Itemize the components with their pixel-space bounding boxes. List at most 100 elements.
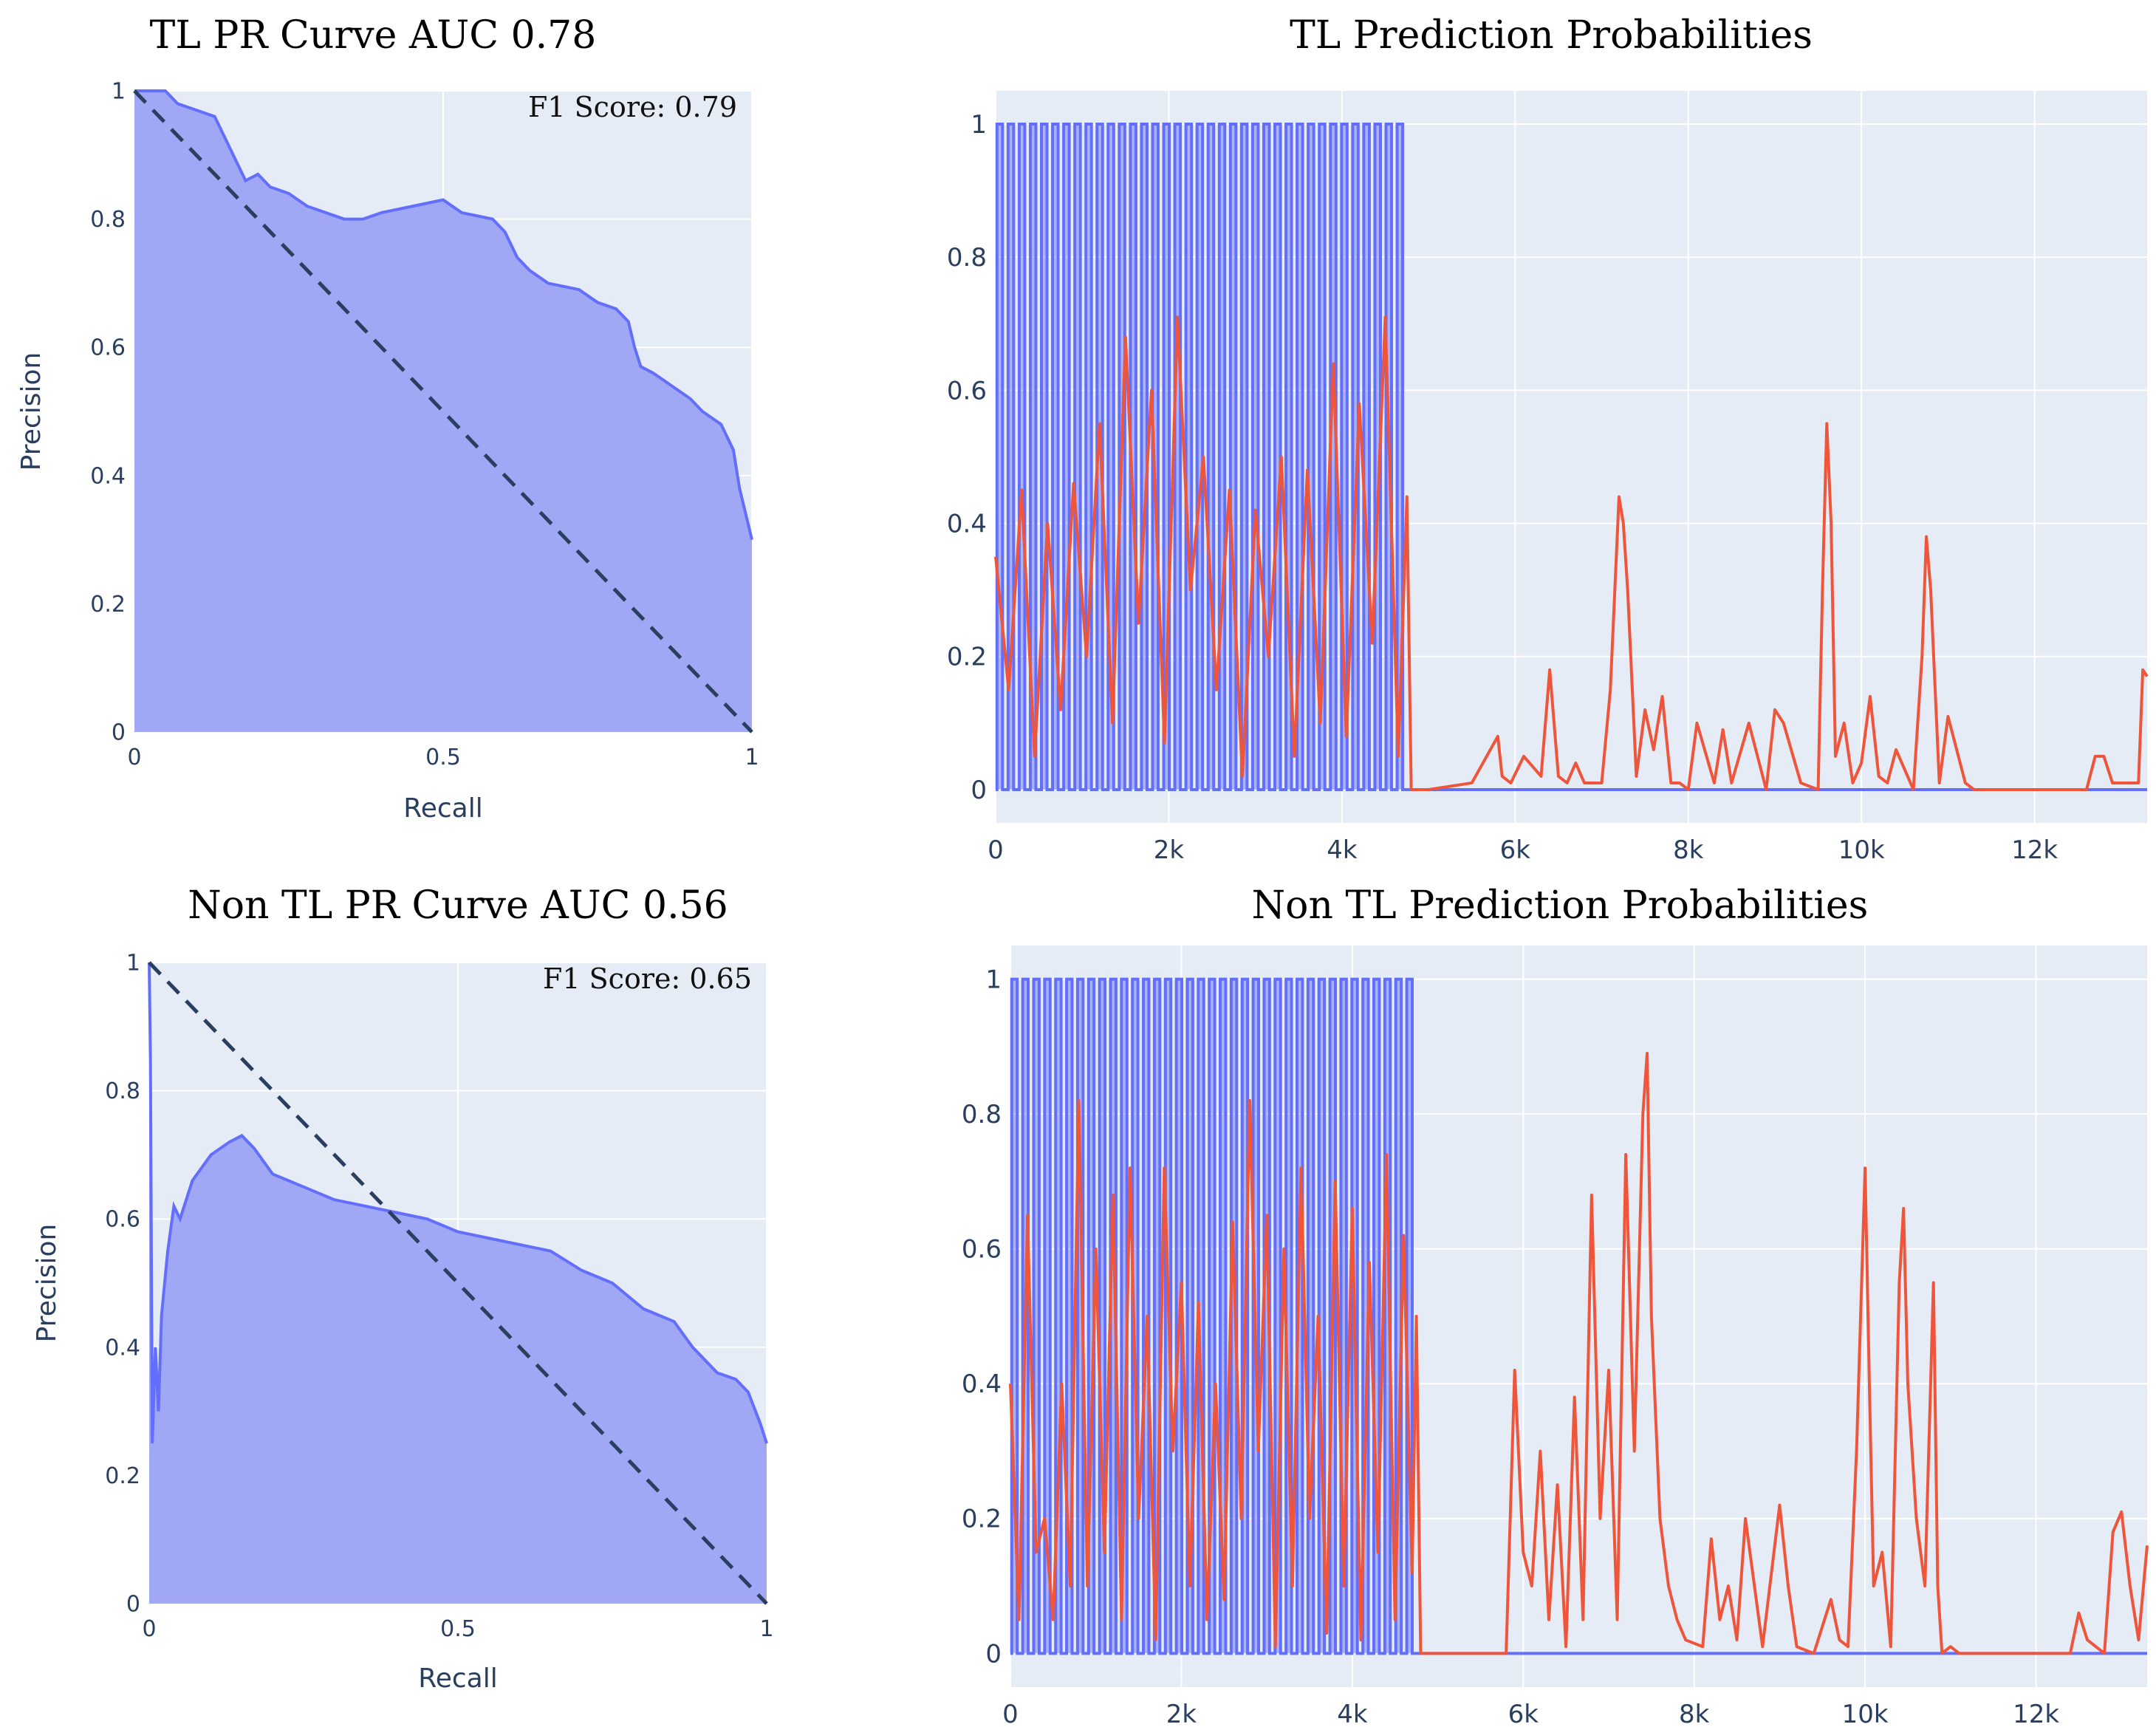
tl-pr-pr-line [134,89,753,541]
tl-prob-label-pulse [1019,124,1025,790]
tl-prob-label-pulse [1375,124,1380,790]
nontl-prob-label-pulse [1132,979,1138,1654]
tl-pr-title: TL PR Curve AUC 0.78 [150,13,597,58]
nontl-pr-ytick-label: 0.8 [105,1078,140,1104]
nontl-prob-label-pulse [1374,979,1380,1654]
tl-prob-label-pulse [1064,124,1070,790]
tl-prob-ytick-label: 0.4 [947,509,987,538]
tl-pr-ticks: 0 0.5 1 0 0.2 0.4 0.6 0.8 1 [90,79,759,771]
tl-prob-label-pulse [1286,124,1292,790]
tl-prob-label-pulse [1197,124,1203,790]
tl-prob-label-pulse [1163,124,1170,790]
tl-prob-label-pulse [1007,124,1014,790]
tl-prob-xtick-label: 12k [2011,835,2058,865]
nontl-prob-label-pulse [1198,979,1204,1654]
tl-prob-label-pulse [1363,124,1369,790]
nontl-prob-label-pulse [1275,979,1281,1654]
nontl-prob-title: Non TL Prediction Probabilities [1252,883,1869,928]
tl-prob-ytick-label: 0.2 [947,643,987,672]
nontl-prob-label-pulse [1011,979,1018,1654]
nontl-prob-label-pulse [1297,979,1303,1654]
tl-prob-label-pulse [1208,124,1214,790]
tl-prob-ytick-label: 0 [971,776,987,805]
nontl-prob-label-pulse [1384,979,1391,1654]
tl-prob-title: TL Prediction Probabilities [1290,13,1813,58]
tl-prob-label-pulse [1397,124,1403,790]
nontl-prob-ytick-label: 0 [985,1639,1002,1669]
nontl-prob-xtick-label: 10k [1842,1700,1889,1727]
nontl-pr-ytick-label: 0.4 [105,1335,140,1361]
tl-prob-label-pulse [1041,124,1047,790]
nontl-prob-label-pulse [1077,979,1084,1654]
tl-pr-f1-annotation: F1 Score: 0.79 [528,91,737,123]
tl-pr-xtick-label: 0 [127,745,141,770]
tl-prob-label-pulse [1319,124,1325,790]
tl-prob-xtick-label: 10k [1838,835,1885,865]
tl-pr-panel: TL PR Curve AUC 0.78 F1 Score: 0.79 0 0.5… [16,13,759,824]
nontl-prob-label-pulse [1187,979,1193,1654]
tl-prob-label-pulse [1141,124,1147,790]
nontl-pr-ylabel: Precision [32,1224,62,1343]
tl-pr-ytick-label: 1 [112,79,126,105]
tl-pr-data [133,89,753,733]
nontl-prob-xtick-label: 4k [1337,1700,1368,1727]
tl-pr-ytick-label: 0 [112,720,126,746]
nontl-prob-label-pulse [1363,979,1369,1654]
nontl-prob-label-pulse [1121,979,1127,1654]
nontl-prob-label-line [1010,977,2147,1655]
tl-prob-xtick-label: 4k [1327,835,1358,865]
tl-prob-label-pulse [996,124,1003,790]
nontl-prob-ytick-label: 0.2 [962,1505,1002,1534]
tl-prob-label-pulse [1308,124,1314,790]
nontl-prob-label-pulse [1220,979,1226,1654]
nontl-pr-ytick-label: 1 [126,951,140,977]
nontl-prob-label-pulse [1264,979,1270,1654]
nontl-pr-xtick-label: 1 [759,1616,773,1642]
nontl-prob-label-pulse [1209,979,1215,1654]
tl-prob-label-pulse [1330,124,1336,790]
tl-prob-xtick-label: 2k [1154,835,1185,865]
nontl-pr-pr-line [148,962,768,1444]
nontl-prob-xtick-label: 8k [1679,1700,1710,1727]
nontl-prob-ytick-label: 0.6 [962,1235,1002,1265]
tl-prob-prob-line [994,315,2149,791]
tl-prob-ytick-label: 0.6 [947,376,987,406]
tl-prob-ytick-label: 0.8 [947,243,987,273]
tl-prob-xtick-label: 0 [988,835,1004,865]
tl-prob-label-line [995,123,2147,791]
tl-prob-label-pulse [1108,124,1114,790]
tl-prob-xtick-label: 8k [1673,835,1704,865]
tl-prob-plot-area [996,91,2147,823]
tl-prob-label-pulse [1275,124,1281,790]
nontl-pr-ytick-label: 0.6 [105,1207,140,1233]
nontl-prob-xtick-label: 2k [1166,1700,1197,1727]
tl-prob-label-pulse [1130,124,1136,790]
tl-prob-panel: TL Prediction Probabilities 0 2k 4k 6k 8k 10k… [947,13,2149,865]
tl-pr-ytick-label: 0.8 [90,207,126,233]
tl-prob-label-pulse [1219,124,1225,790]
nontl-prob-label-pulse [1099,979,1106,1654]
tl-prob-label-pulse [1241,124,1248,790]
nontl-prob-label-pulse [1307,979,1314,1654]
nontl-prob-ytick-label: 0.4 [962,1369,1002,1399]
nontl-prob-data [1009,977,2149,1655]
nontl-pr-xlabel: Recall [418,1663,497,1694]
tl-pr-xtick-label: 1 [745,745,759,770]
nontl-prob-label-pulse [1044,979,1050,1654]
nontl-prob-label-pulse [1286,979,1292,1654]
nontl-prob-ytick-label: 1 [985,965,1002,995]
tl-pr-xtick-label: 0.5 [425,745,461,770]
nontl-prob-xtick-label: 6k [1508,1700,1539,1727]
tl-prob-label-pulse [1030,124,1036,790]
tl-prob-label-pulse [1263,124,1270,790]
tl-pr-ytick-label: 0.4 [90,463,126,489]
nontl-prob-prob-line [1009,1052,2149,1655]
nontl-prob-label-pulse [1406,979,1412,1654]
nontl-pr-ticks: 0 0.5 1 0 0.2 0.4 0.6 0.8 1 [105,951,773,1643]
tl-prob-label-pulse [1185,124,1192,790]
tl-prob-data [994,123,2149,791]
nontl-prob-label-pulse [1110,979,1116,1654]
tl-prob-label-pulse [1297,124,1303,790]
tl-pr-diagonal [133,89,753,733]
